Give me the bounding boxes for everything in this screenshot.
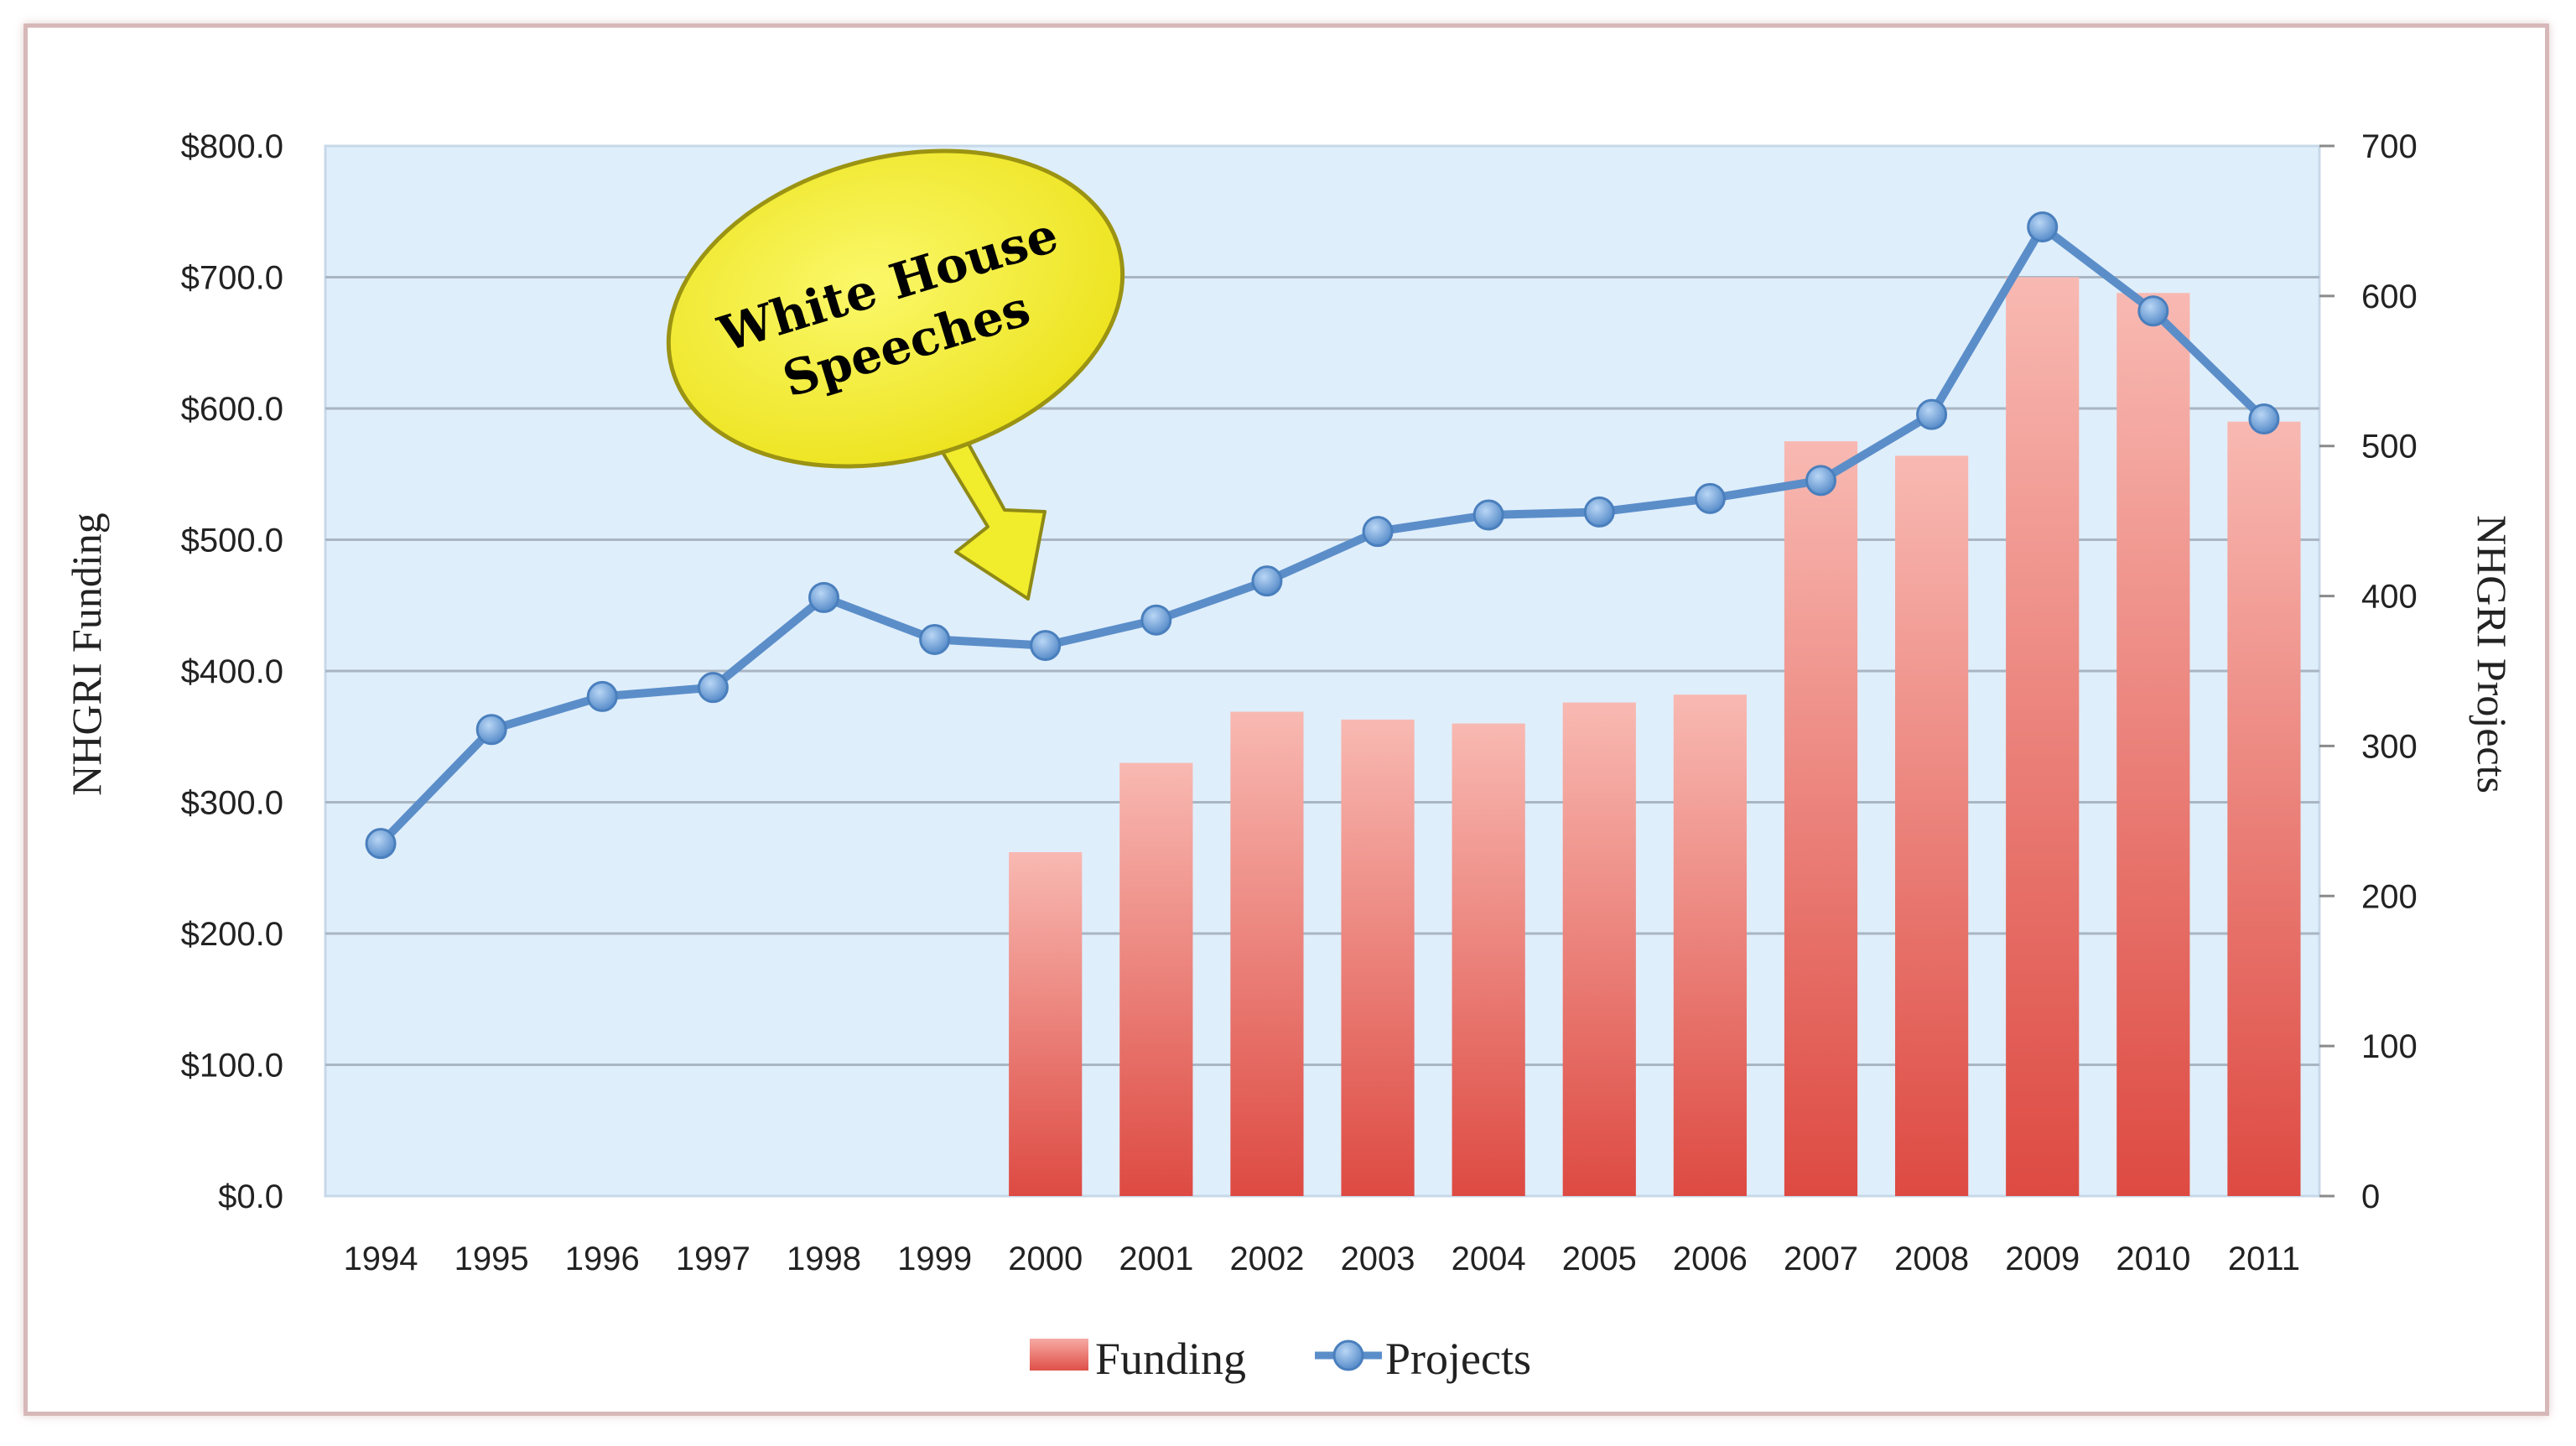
x-tick-label: 2004: [1452, 1241, 1526, 1277]
funding-bar: [2006, 277, 2080, 1196]
projects-point: [1694, 482, 1726, 514]
projects-point: [475, 714, 507, 746]
funding-bar: [1230, 711, 1304, 1196]
y2-tick-label: 300: [2361, 728, 2418, 765]
y2-tick-label: 500: [2361, 429, 2418, 466]
projects-point: [1140, 604, 1172, 636]
x-tick-label: 2011: [2228, 1241, 2300, 1277]
x-tick-label: 2008: [1894, 1241, 1969, 1277]
projects-point: [1030, 630, 1062, 662]
funding-bar: [1562, 702, 1636, 1196]
projects-point: [365, 828, 397, 860]
y-tick-label: $600.0: [181, 391, 283, 428]
x-tick-label: 1997: [676, 1241, 750, 1277]
y-tick-label: $400.0: [181, 653, 283, 690]
callout-bubble: [666, 148, 1125, 469]
funding-bar: [2116, 293, 2190, 1196]
projects-point: [2137, 295, 2169, 327]
y-tick-label: $800.0: [181, 128, 283, 165]
left-axis-title: NHGRI Funding: [63, 512, 110, 796]
x-tick-label: 1996: [565, 1241, 640, 1277]
projects-point: [1583, 496, 1615, 528]
projects-point: [1472, 499, 1504, 531]
y-tick-label: $500.0: [181, 523, 283, 559]
legend-funding-label: Funding: [1095, 1334, 1246, 1384]
x-tick-label: 2003: [1341, 1241, 1415, 1277]
x-tick-label: 2006: [1673, 1241, 1748, 1277]
callout-arrow-icon: [939, 434, 1046, 601]
y2-tick-label: 600: [2361, 278, 2418, 315]
projects-point: [586, 680, 618, 712]
projects-line: [365, 211, 2280, 860]
x-tick-label: 2002: [1229, 1241, 1304, 1277]
x-tick-label: 2010: [2116, 1241, 2190, 1277]
x-tick-label: 2001: [1119, 1241, 1193, 1277]
projects-point: [2248, 403, 2280, 435]
legend-funding-swatch: [1030, 1339, 1088, 1371]
x-tick-label: 2009: [2005, 1241, 2080, 1277]
left-axis-ticks: $0.0 $100.0 $200.0 $300.0 $400.0 $500.0 $600.0…: [181, 128, 283, 1215]
y2-tick-label: 400: [2361, 579, 2418, 616]
projects-point: [1916, 398, 1948, 430]
gridlines: [325, 276, 2319, 1066]
funding-bars: [1009, 277, 2301, 1196]
right-axis-title: NHGRI Projects: [2469, 515, 2516, 793]
funding-bar: [1341, 719, 1415, 1196]
funding-bar: [2227, 421, 2301, 1196]
y-tick-label: $300.0: [181, 785, 283, 822]
funding-bar: [1673, 694, 1747, 1196]
funding-bar: [1784, 441, 1858, 1196]
right-axis-ticks: 0 100 200 300 400 500 600 700: [2319, 128, 2418, 1215]
funding-bar: [1119, 762, 1193, 1196]
y-tick-label: $700.0: [181, 260, 283, 297]
y2-tick-label: 0: [2361, 1178, 2380, 1215]
x-axis-ticks: 1994 1995 1996 1997 1998 1999 2000 2001 2002 2003…: [344, 1241, 2300, 1277]
legend-projects-marker: [1332, 1339, 1364, 1371]
y-tick-label: $200.0: [181, 916, 283, 953]
funding-bar: [1895, 455, 1969, 1196]
projects-polyline: [377, 222, 2268, 848]
projects-point: [808, 581, 839, 613]
projects-point: [1251, 565, 1283, 597]
x-tick-label: 2007: [1784, 1241, 1858, 1277]
y2-tick-label: 100: [2361, 1028, 2418, 1065]
x-tick-label: 2005: [1562, 1241, 1637, 1277]
y2-tick-label: 200: [2361, 878, 2418, 915]
projects-point: [919, 623, 951, 655]
y-tick-label: $100.0: [181, 1048, 283, 1084]
x-tick-label: 1994: [344, 1241, 418, 1277]
x-tick-label: 1995: [454, 1241, 529, 1277]
projects-point: [697, 672, 729, 704]
funding-bar: [1009, 851, 1083, 1196]
projects-point: [1362, 516, 1394, 548]
callout: White House Speeches: [666, 148, 1125, 601]
legend-projects-label: Projects: [1385, 1334, 1531, 1384]
projects-point: [1805, 465, 1836, 497]
legend: Funding Projects: [1030, 1334, 1531, 1384]
x-tick-label: 1999: [897, 1241, 972, 1277]
x-tick-label: 2000: [1008, 1241, 1083, 1277]
funding-bar: [1452, 723, 1525, 1196]
projects-point: [2027, 211, 2059, 243]
y2-tick-label: 700: [2361, 128, 2418, 165]
x-tick-label: 1998: [787, 1241, 861, 1277]
y-tick-label: $0.0: [218, 1178, 283, 1215]
